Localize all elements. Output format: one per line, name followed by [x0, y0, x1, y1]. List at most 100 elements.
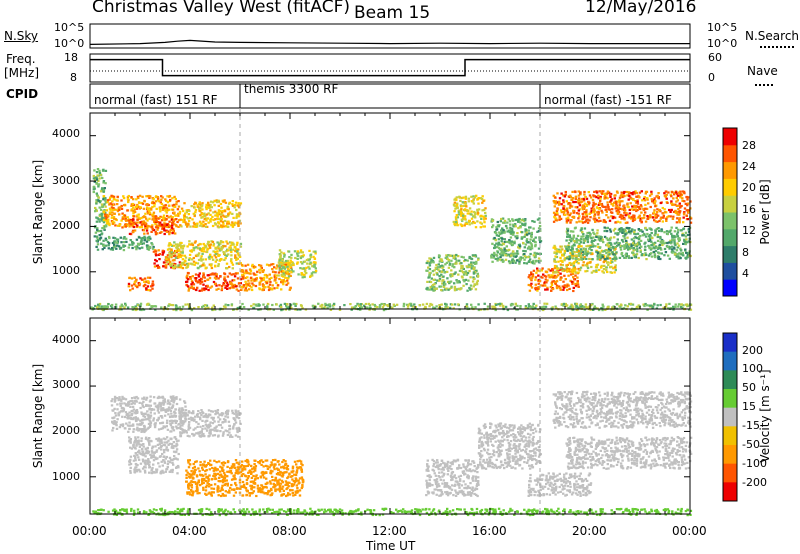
scatter-cell-12 — [460, 208, 463, 211]
scatter-cell-0 — [100, 212, 103, 215]
scatter-cell-10 — [296, 261, 299, 264]
scatter-cell-15 — [571, 270, 574, 274]
scatter-cell-7 — [149, 285, 153, 288]
scatter-cell-10 — [297, 251, 300, 254]
scatter-cell-12 — [462, 204, 465, 207]
scatter-cell-14 — [536, 269, 539, 272]
scatter-cell-1 — [105, 239, 108, 242]
scatter-cell-13 — [501, 237, 504, 240]
scatter-cell-6 — [225, 262, 229, 265]
scatter-cell-5 — [227, 225, 230, 228]
scatter-cell-10 — [280, 261, 283, 264]
scatter-cell-17 — [590, 240, 593, 244]
scatter-cell-12 — [468, 220, 471, 223]
scatter-cell-5 — [214, 218, 217, 221]
scatter-cell-17 — [677, 244, 681, 247]
scatter-cell-16 — [627, 191, 630, 194]
scatter-cell-17 — [645, 228, 649, 231]
scatter-cell-16 — [668, 208, 671, 212]
scatter-cell-17 — [631, 228, 634, 231]
scatter-cell-17 — [656, 246, 660, 249]
scatter-cell-16 — [588, 212, 591, 215]
scatter-cell-6 — [228, 246, 231, 249]
scatter-cell-16 — [613, 197, 616, 200]
scatter-cell-17 — [578, 254, 581, 257]
scatter-cell-15 — [559, 250, 562, 254]
scatter-cell-8 — [239, 282, 242, 285]
scatter-cell-18 — [620, 304, 623, 307]
scatter-cell-17 — [650, 244, 653, 247]
scatter-cell-8 — [209, 286, 212, 289]
scatter-cell-15 — [602, 268, 606, 271]
scatter-cell-12 — [463, 224, 466, 227]
scatter-cell-2 — [148, 209, 151, 212]
scatter-cell-17 — [601, 255, 604, 258]
scatter-cell-14 — [559, 288, 562, 291]
scatter-cell-3 — [139, 221, 143, 224]
scatter-cell-6 — [182, 261, 186, 264]
scatter-cell-5 — [234, 221, 237, 224]
scatter-cell-6 — [208, 263, 211, 266]
scatter-cell-2 — [118, 224, 121, 227]
scatter-cell-14 — [577, 285, 580, 288]
scatter-cell-2 — [148, 217, 151, 220]
scatter-cell-16 — [627, 198, 630, 201]
scatter-cell-9 — [246, 282, 249, 285]
scatter-cell-16 — [640, 220, 643, 223]
scatter-cell-12 — [480, 215, 483, 218]
scatter-cell-5 — [192, 212, 195, 215]
scatter-cell-16 — [663, 194, 667, 197]
scatter-cell-14 — [544, 270, 548, 273]
scatter-cell-16 — [645, 190, 649, 193]
scatter-cell-5 — [237, 224, 240, 227]
scatter-cell-13 — [511, 250, 515, 253]
scatter-cell-17 — [588, 231, 591, 234]
scatter-cell-0 — [142, 397, 146, 400]
scatter-cell-18 — [368, 308, 371, 311]
scatter-cell-2 — [116, 224, 120, 227]
scatter-cell-9 — [243, 289, 247, 292]
scatter-cell-11 — [473, 262, 477, 265]
scatter-cell-10 — [279, 255, 282, 258]
scatter-cell-9 — [251, 282, 254, 285]
scatter-cell-0 — [170, 419, 173, 422]
scatter-cell-0 — [95, 202, 98, 205]
scatter-cell-17 — [584, 238, 587, 241]
scatter-cell-0 — [145, 396, 149, 399]
scatter-cell-11 — [463, 280, 466, 283]
scatter-cell-13 — [533, 240, 537, 243]
scatter-cell-18 — [101, 305, 104, 308]
scatter-cell-10 — [309, 275, 312, 278]
scatter-cell-11 — [468, 256, 471, 259]
scatter-cell-11 — [450, 269, 453, 272]
scatter-cell-17 — [573, 240, 576, 243]
scatter-cell-16 — [619, 221, 622, 224]
scatter-cell-18 — [527, 303, 530, 306]
scatter-cell-16 — [578, 215, 581, 218]
scatter-cell-3 — [129, 220, 132, 223]
scatter-cell-17 — [686, 241, 689, 244]
scatter-cell-5 — [221, 225, 224, 228]
scatter-cell-16 — [639, 204, 643, 207]
scatter-cell-9 — [255, 273, 258, 276]
scatter-cell-16 — [685, 196, 688, 199]
scatter-cell-17 — [596, 256, 600, 259]
scatter-cell-17 — [628, 230, 631, 233]
scatter-cell-16 — [589, 211, 592, 214]
scatter-cell-5 — [203, 217, 206, 221]
scatter-cell-16 — [636, 208, 639, 212]
scatter-cell-6 — [209, 253, 212, 256]
scatter-cell-15 — [573, 266, 576, 269]
scatter-cell-5 — [224, 201, 228, 204]
scatter-cell-5 — [214, 210, 217, 213]
scatter-cell-5 — [213, 199, 216, 202]
scatter-cell-18 — [119, 305, 122, 308]
scatter-cell-18 — [300, 304, 303, 308]
scatter-cell-16 — [602, 190, 605, 193]
scatter-cell-16 — [607, 216, 610, 219]
scatter-cell-3 — [146, 224, 149, 227]
scatter-cell-2 — [110, 206, 114, 209]
scatter-cell-7 — [151, 280, 155, 283]
scatter-cell-15 — [596, 263, 600, 266]
scatter-cell-8 — [228, 287, 231, 290]
